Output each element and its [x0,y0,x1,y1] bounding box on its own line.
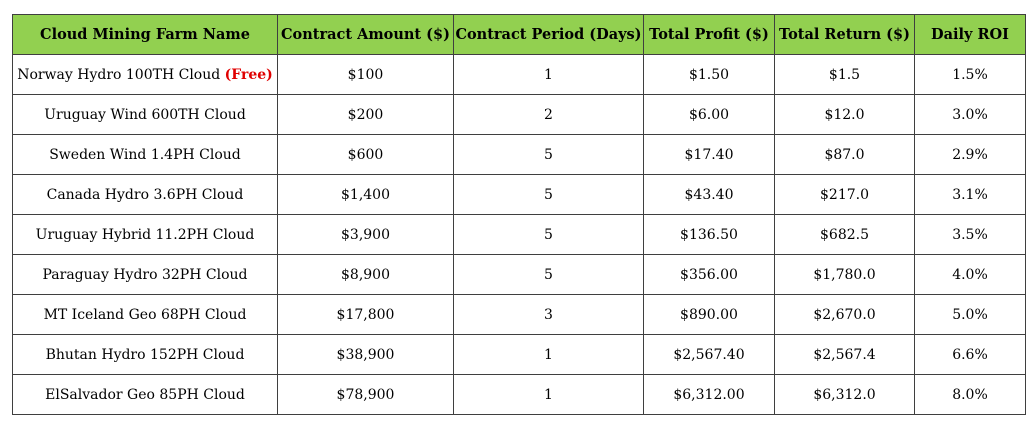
cell-total-profit: $356.00 [643,254,775,295]
cell-total-profit: $43.40 [643,174,775,215]
cell-farm-name: Sweden Wind 1.4PH Cloud [12,134,278,175]
cell-contract-period: 2 [453,94,644,135]
col-header-contract-amount: Contract Amount ($) [277,14,454,55]
cell-daily-roi: 5.0% [914,294,1026,335]
col-header-total-return: Total Return ($) [774,14,915,55]
farm-name-text: Sweden Wind 1.4PH Cloud [49,146,241,163]
cell-contract-amount: $200 [277,94,454,135]
cell-total-return: $1.5 [774,54,915,95]
cell-total-profit: $890.00 [643,294,775,335]
cell-contract-amount: $38,900 [277,334,454,375]
cell-daily-roi: 3.5% [914,214,1026,255]
cell-total-profit: $6.00 [643,94,775,135]
cell-contract-amount: $8,900 [277,254,454,295]
cell-contract-amount: $78,900 [277,374,454,415]
table-row: MT Iceland Geo 68PH Cloud $17,800 3 $890.00… [12,294,1026,335]
cell-contract-amount: $3,900 [277,214,454,255]
free-tag: (Free) [224,66,273,83]
farm-name-text: MT Iceland Geo 68PH Cloud [43,306,247,323]
farm-name-text: Uruguay Wind 600TH Cloud [44,106,246,123]
cell-contract-amount: $600 [277,134,454,175]
farm-name-text: ElSalvador Geo 85PH Cloud [45,386,245,403]
cell-total-return: $217.0 [774,174,915,215]
cell-total-profit: $6,312.00 [643,374,775,415]
farm-name-text: Uruguay Hybrid 11.2PH Cloud [35,226,255,243]
cell-daily-roi: 3.1% [914,174,1026,215]
col-header-total-profit: Total Profit ($) [643,14,775,55]
cell-farm-name: Paraguay Hydro 32PH Cloud [12,254,278,295]
table-row: Norway Hydro 100TH Cloud (Free) $100 1 $1.5… [12,54,1026,95]
table-body: Norway Hydro 100TH Cloud (Free) $100 1 $1.5… [12,54,1026,415]
col-header-farm-name: Cloud Mining Farm Name [12,14,278,55]
cell-contract-amount: $17,800 [277,294,454,335]
farm-name-text: Paraguay Hydro 32PH Cloud [42,266,248,283]
table-row: Canada Hydro 3.6PH Cloud $1,400 5 $43.40 $21… [12,174,1026,215]
cell-contract-amount: $100 [277,54,454,95]
cell-farm-name: Bhutan Hydro 152PH Cloud [12,334,278,375]
table-row: Paraguay Hydro 32PH Cloud $8,900 5 $356.00 $… [12,254,1026,295]
table-row: ElSalvador Geo 85PH Cloud $78,900 1 $6,312.… [12,374,1026,415]
cell-total-profit: $17.40 [643,134,775,175]
table-row: Uruguay Wind 600TH Cloud $200 2 $6.00 $12.0 3… [12,94,1026,135]
cell-farm-name: Uruguay Hybrid 11.2PH Cloud [12,214,278,255]
cell-total-profit: $1.50 [643,54,775,95]
col-header-daily-roi: Daily ROI [914,14,1026,55]
cell-total-profit: $136.50 [643,214,775,255]
cell-contract-period: 5 [453,254,644,295]
cell-farm-name: Canada Hydro 3.6PH Cloud [12,174,278,215]
cell-total-return: $12.0 [774,94,915,135]
cell-daily-roi: 8.0% [914,374,1026,415]
cell-daily-roi: 6.6% [914,334,1026,375]
cell-contract-period: 1 [453,374,644,415]
cell-total-return: $87.0 [774,134,915,175]
cell-total-return: $2,567.4 [774,334,915,375]
cell-contract-period: 1 [453,334,644,375]
cell-daily-roi: 2.9% [914,134,1026,175]
cell-total-return: $6,312.0 [774,374,915,415]
cell-total-return: $682.5 [774,214,915,255]
cell-contract-period: 5 [453,174,644,215]
cell-contract-period: 5 [453,134,644,175]
col-header-contract-period: Contract Period (Days) [453,14,644,55]
cell-farm-name: Uruguay Wind 600TH Cloud [12,94,278,135]
farm-name-text: Norway Hydro 100TH Cloud [17,66,221,83]
farm-name-text: Canada Hydro 3.6PH Cloud [46,186,244,203]
cell-daily-roi: 4.0% [914,254,1026,295]
cell-daily-roi: 1.5% [914,54,1026,95]
table-row: Uruguay Hybrid 11.2PH Cloud $3,900 5 $136.5… [12,214,1026,255]
table-header-row: Cloud Mining Farm Name Contract Amount (… [12,14,1026,55]
cell-daily-roi: 3.0% [914,94,1026,135]
cell-farm-name: MT Iceland Geo 68PH Cloud [12,294,278,335]
cell-contract-period: 3 [453,294,644,335]
cell-total-return: $1,780.0 [774,254,915,295]
cell-contract-period: 5 [453,214,644,255]
cell-contract-period: 1 [453,54,644,95]
cell-total-profit: $2,567.40 [643,334,775,375]
cell-farm-name: Norway Hydro 100TH Cloud (Free) [12,54,278,95]
cell-contract-amount: $1,400 [277,174,454,215]
farm-name-text: Bhutan Hydro 152PH Cloud [45,346,245,363]
cell-total-return: $2,670.0 [774,294,915,335]
table-row: Sweden Wind 1.4PH Cloud $600 5 $17.40 $87.0 2… [12,134,1026,175]
mining-contracts-table: Cloud Mining Farm Name Contract Amount (… [12,14,1026,415]
cell-farm-name: ElSalvador Geo 85PH Cloud [12,374,278,415]
table-row: Bhutan Hydro 152PH Cloud $38,900 1 $2,567.4… [12,334,1026,375]
